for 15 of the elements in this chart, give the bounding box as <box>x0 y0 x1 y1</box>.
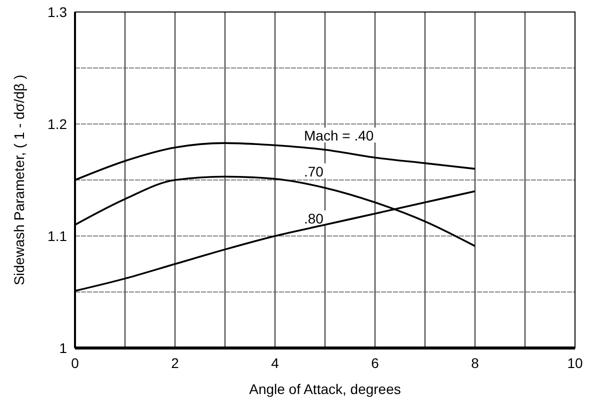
x-tick-label: 0 <box>71 355 80 371</box>
x-tick-label: 10 <box>567 355 583 371</box>
x-axis-title: Angle of Attack, degrees <box>249 381 401 397</box>
y-axis-title: Sidewash Parameter, ( 1 - dσ/dβ ) <box>11 74 27 286</box>
series-label: .80 <box>304 210 324 226</box>
x-tick-label: 6 <box>371 355 380 371</box>
series-label: Mach = .40 <box>304 128 374 144</box>
series-label: .70 <box>304 163 324 180</box>
y-tick-label: 1 <box>59 340 68 356</box>
x-tick-label: 4 <box>271 355 280 371</box>
y-tick-label: 1.2 <box>48 116 68 132</box>
y-tick-label: 1.3 <box>48 4 68 20</box>
x-tick-label: 2 <box>171 355 180 371</box>
x-tick-label: 8 <box>471 355 480 371</box>
y-tick-label: 1.1 <box>48 228 68 244</box>
